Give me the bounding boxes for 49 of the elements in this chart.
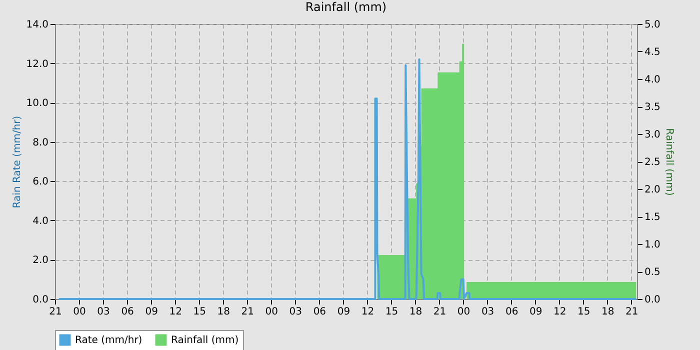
y2-tick-label: 1.0 (644, 240, 660, 250)
x-tick-label: 12 (169, 306, 182, 318)
y2-tick-label: 2.5 (644, 157, 660, 168)
x-tick-label: 03 (481, 306, 494, 318)
legend-label: Rainfall (mm) (171, 335, 239, 346)
y-tick-label: 0.0 (32, 294, 48, 306)
y2-tick-label: 3.5 (644, 102, 660, 113)
y2-tick-label: 4.0 (644, 74, 660, 86)
x-tick-label: 21 (626, 306, 638, 318)
x-tick-label: 21 (49, 306, 62, 318)
x-tick-label: 21 (433, 306, 446, 318)
x-tick-label: 15 (385, 306, 398, 318)
y2-tick-label: 1.5 (644, 212, 660, 223)
y2-tick-label: 2.0 (644, 184, 660, 196)
x-tick-label: 12 (361, 306, 374, 318)
x-tick-label: 18 (217, 306, 230, 318)
y2-tick-label: 0.5 (644, 267, 660, 278)
x-tick-label: 18 (409, 306, 422, 318)
chart-title: Rainfall (mm) (305, 0, 387, 14)
x-tick-label: 09 (145, 306, 158, 318)
y-tick-label: 12.0 (26, 58, 48, 70)
x-tick-label: 00 (73, 306, 86, 318)
x-tick-label: 06 (505, 306, 518, 318)
x-tick-label: 09 (529, 306, 542, 318)
y-tick-label: 6.0 (32, 176, 48, 188)
y-tick-label: 2.0 (32, 255, 48, 266)
x-tick-label: 00 (457, 306, 470, 318)
x-tick-label: 15 (577, 306, 590, 318)
x-tick-label: 18 (602, 306, 614, 318)
y2-tick-label: 0.0 (644, 294, 660, 306)
x-tick-label: 06 (121, 306, 134, 318)
y-tick-label: 14.0 (26, 20, 48, 30)
y-tick-label: 4.0 (32, 216, 48, 227)
y2-tick-label: 3.0 (644, 130, 660, 140)
y-axis-title: Rain Rate (mm/hr) (12, 116, 24, 208)
x-tick-label: 09 (337, 306, 350, 318)
y2-axis-title: Rainfall (mm) (663, 128, 674, 196)
y-tick-label: 8.0 (32, 137, 48, 148)
y2-tick-label: 5.0 (644, 20, 660, 30)
x-tick-label: 03 (289, 306, 302, 318)
x-tick-label: 03 (97, 306, 110, 318)
y2-tick-label: 4.5 (644, 47, 660, 58)
x-tick-label: 06 (313, 306, 326, 318)
x-tick-label: 15 (193, 306, 206, 318)
y-tick-label: 10.0 (26, 98, 48, 110)
x-tick-label: 12 (553, 306, 566, 318)
x-tick-label: 21 (241, 306, 254, 318)
legend-label: Rate (mm/hr) (75, 335, 142, 346)
x-tick-label: 00 (265, 306, 278, 318)
